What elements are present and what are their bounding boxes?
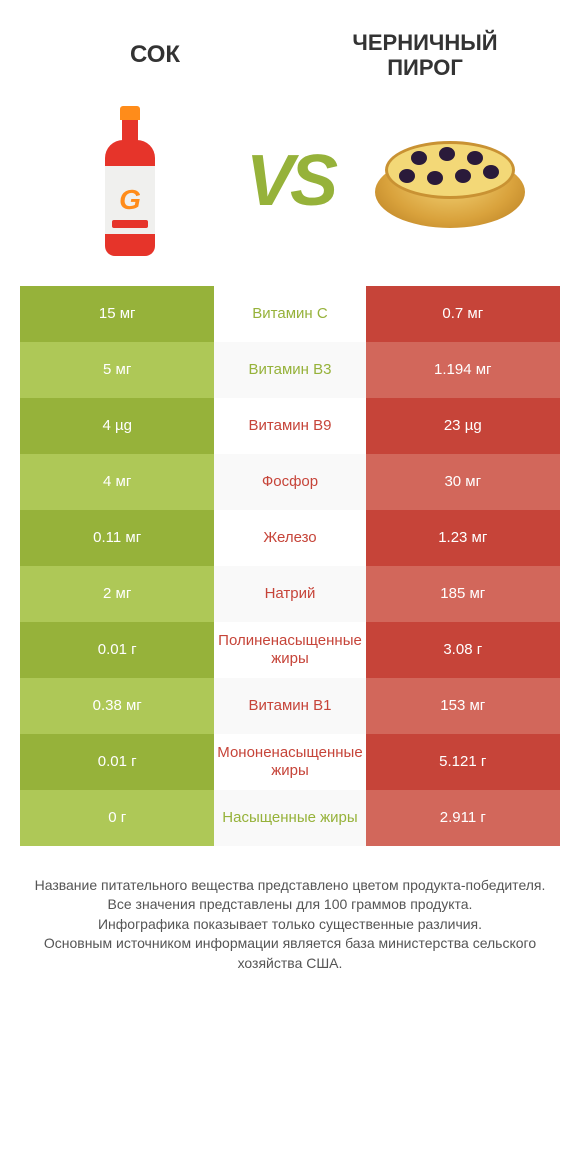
left-value: 0 г bbox=[20, 790, 214, 846]
right-value: 1.23 мг bbox=[366, 510, 560, 566]
left-value: 15 мг bbox=[20, 286, 214, 342]
pie-icon bbox=[375, 133, 525, 228]
right-value: 185 мг bbox=[366, 566, 560, 622]
nutrient-label: Натрий bbox=[214, 566, 365, 622]
table-row: 0.11 мгЖелезо1.23 мг bbox=[20, 510, 560, 566]
nutrient-label: Мононенасыщенные жиры bbox=[214, 734, 365, 790]
table-row: 4 µgВитамин B923 µg bbox=[20, 398, 560, 454]
table-row: 4 мгФосфор30 мг bbox=[20, 454, 560, 510]
header: СОК ЧЕРНИЧНЫЙПИРОГ bbox=[20, 20, 560, 101]
left-value: 0.01 г bbox=[20, 734, 214, 790]
table-row: 15 мгВитамин C0.7 мг bbox=[20, 286, 560, 342]
images-row: G VS bbox=[20, 101, 560, 286]
footer-line: Основным источником информации является … bbox=[30, 934, 550, 973]
right-value: 153 мг bbox=[366, 678, 560, 734]
bottle-icon: G bbox=[105, 106, 155, 256]
footer-line: Инфографика показывает только существенн… bbox=[30, 915, 550, 935]
comparison-table: 15 мгВитамин C0.7 мг5 мгВитамин B31.194 … bbox=[20, 286, 560, 846]
table-row: 0.38 мгВитамин B1153 мг bbox=[20, 678, 560, 734]
nutrient-label: Железо bbox=[214, 510, 365, 566]
right-value: 23 µg bbox=[366, 398, 560, 454]
footer-line: Все значения представлены для 100 граммо… bbox=[30, 895, 550, 915]
nutrient-label: Фосфор bbox=[214, 454, 365, 510]
left-value: 0.38 мг bbox=[20, 678, 214, 734]
right-value: 1.194 мг bbox=[366, 342, 560, 398]
infographic: СОК ЧЕРНИЧНЫЙПИРОГ G VS 15 мгВитамин C0.… bbox=[0, 0, 580, 1004]
nutrient-label: Витамин B9 bbox=[214, 398, 365, 454]
left-value: 0.11 мг bbox=[20, 510, 214, 566]
table-row: 2 мгНатрий185 мг bbox=[20, 566, 560, 622]
table-row: 0.01 гПолиненасыщенные жиры3.08 г bbox=[20, 622, 560, 678]
right-value: 30 мг bbox=[366, 454, 560, 510]
nutrient-label: Полиненасыщенные жиры bbox=[214, 622, 365, 678]
footer-text: Название питательного вещества представл… bbox=[20, 846, 560, 974]
left-value: 0.01 г bbox=[20, 622, 214, 678]
footer-line: Название питательного вещества представл… bbox=[30, 876, 550, 896]
left-value: 5 мг bbox=[20, 342, 214, 398]
left-product-image: G bbox=[50, 101, 210, 261]
left-product-title: СОК bbox=[20, 41, 290, 69]
right-value: 3.08 г bbox=[366, 622, 560, 678]
vs-text: VS bbox=[246, 140, 334, 222]
left-value: 4 мг bbox=[20, 454, 214, 510]
table-row: 0 гНасыщенные жиры2.911 г bbox=[20, 790, 560, 846]
right-value: 2.911 г bbox=[366, 790, 560, 846]
nutrient-label: Витамин B1 bbox=[214, 678, 365, 734]
right-value: 0.7 мг bbox=[366, 286, 560, 342]
right-product-image bbox=[370, 101, 530, 261]
left-value: 4 µg bbox=[20, 398, 214, 454]
right-value: 5.121 г bbox=[366, 734, 560, 790]
nutrient-label: Витамин C bbox=[214, 286, 365, 342]
nutrient-label: Витамин B3 bbox=[214, 342, 365, 398]
right-product-title: ЧЕРНИЧНЫЙПИРОГ bbox=[290, 30, 560, 81]
table-row: 0.01 гМононенасыщенные жиры5.121 г bbox=[20, 734, 560, 790]
table-row: 5 мгВитамин B31.194 мг bbox=[20, 342, 560, 398]
left-value: 2 мг bbox=[20, 566, 214, 622]
nutrient-label: Насыщенные жиры bbox=[214, 790, 365, 846]
